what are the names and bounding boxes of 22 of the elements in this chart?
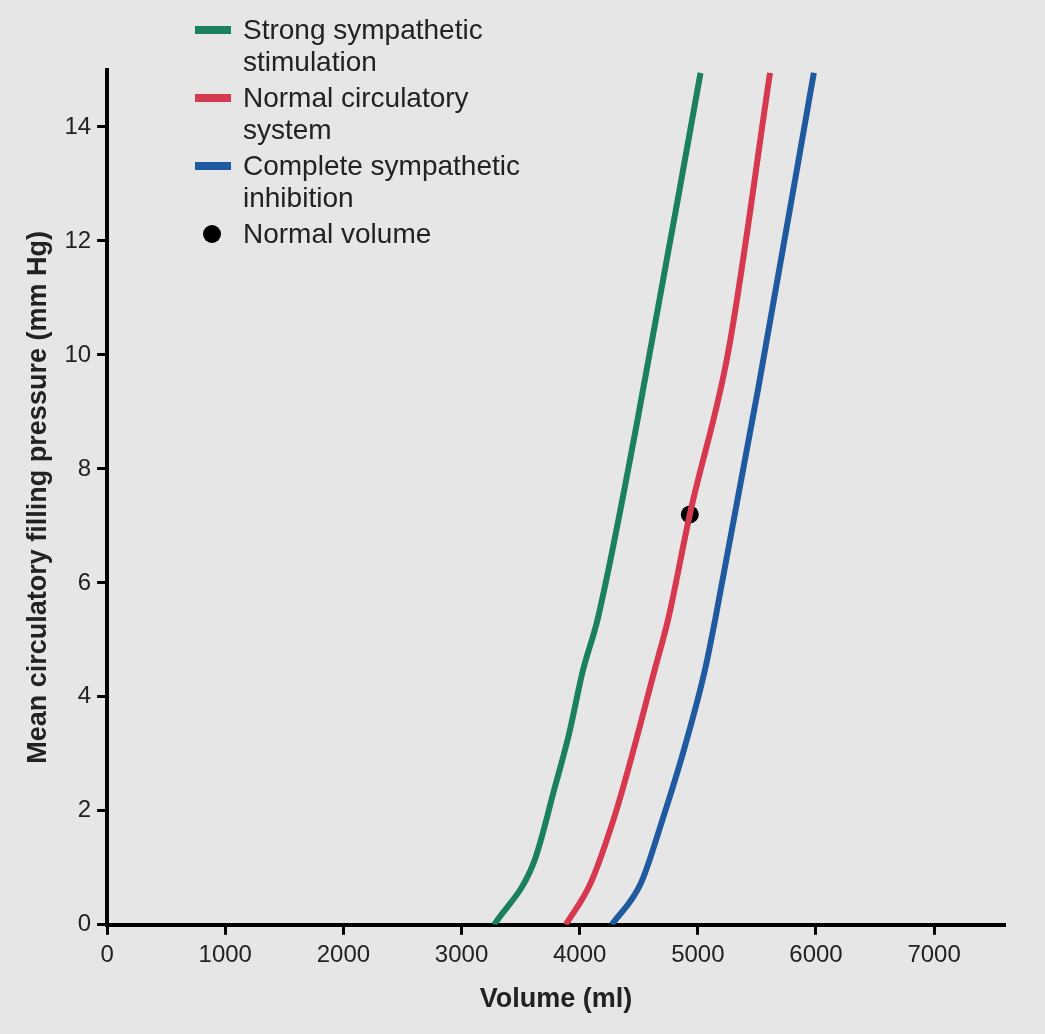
x-tick-label: 6000 <box>789 939 843 967</box>
y-tick-label: 2 <box>77 795 92 823</box>
y-axis-title: Mean circulatory filling pressure (mm Hg) <box>21 231 52 764</box>
legend-label: Normal circulatory system <box>243 82 470 146</box>
x-tick-label: 3000 <box>434 939 489 967</box>
y-tick-label: 12 <box>64 225 92 253</box>
y-tick-label: 4 <box>77 681 92 709</box>
y-tick-label: 8 <box>77 453 92 481</box>
legend-label: Strong sympathetic stimulation <box>243 14 484 78</box>
legend-label: Normal volume <box>243 218 433 250</box>
y-tick-label: 6 <box>77 567 92 595</box>
legend-label: Complete sympathetic inhibition <box>243 150 521 214</box>
y-tick-label: 14 <box>64 111 92 139</box>
x-tick-label: 0 <box>100 939 114 967</box>
y-tick-label: 0 <box>77 909 92 937</box>
x-tick-label: 2000 <box>316 939 371 967</box>
x-tick-label: 7000 <box>907 939 961 967</box>
x-tick-label: 5000 <box>671 939 725 967</box>
x-tick-label: 1000 <box>198 939 252 967</box>
x-tick-label: 4000 <box>552 939 607 967</box>
y-tick-label: 10 <box>64 339 92 367</box>
x-axis-title: Volume (ml) <box>479 983 633 1014</box>
